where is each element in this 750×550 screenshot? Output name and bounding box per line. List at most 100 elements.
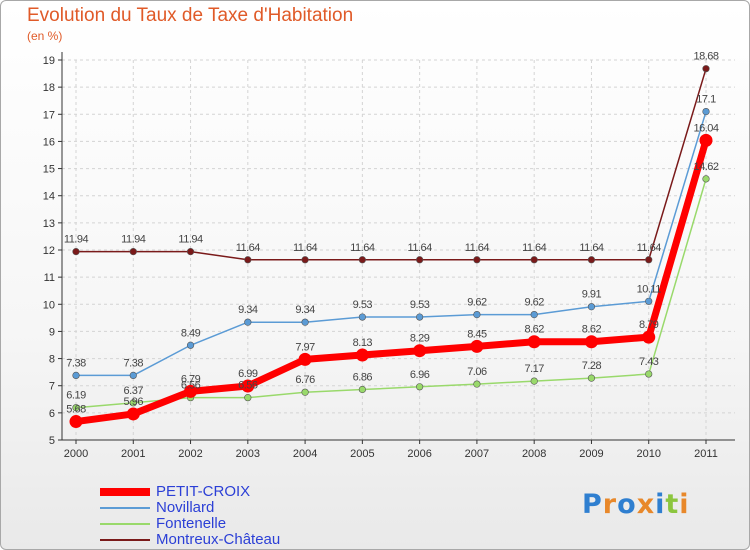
y-tick-label: 17 bbox=[43, 109, 55, 121]
data-point bbox=[584, 335, 598, 349]
data-labels: 11.94 11.94 11.94 11.64 11.64 11.64 11.64 11.64… bbox=[64, 51, 720, 416]
y-tick-label: 5 bbox=[49, 435, 55, 447]
logo-letter: P bbox=[582, 489, 603, 520]
x-tick-label: 2002 bbox=[178, 448, 202, 460]
data-point bbox=[355, 348, 369, 362]
legend-swatch bbox=[100, 507, 150, 509]
data-point bbox=[530, 311, 538, 319]
data-label: 14.62 bbox=[693, 161, 718, 173]
logo-letter: i bbox=[679, 489, 690, 520]
data-point bbox=[241, 379, 255, 393]
legend-label: Fontenelle bbox=[156, 515, 227, 532]
x-tick-label: 2009 bbox=[579, 448, 603, 460]
data-point bbox=[587, 303, 596, 311]
data-label: 9.34 bbox=[238, 304, 258, 316]
data-label: 11.64 bbox=[637, 242, 662, 254]
data-label: 6.56 bbox=[181, 380, 201, 392]
x-tick-label: 2000 bbox=[64, 448, 88, 460]
x-tick-label: 2007 bbox=[465, 448, 489, 460]
data-point bbox=[642, 330, 656, 344]
data-label: 6.79 bbox=[181, 373, 201, 385]
data-label: 11.64 bbox=[522, 242, 547, 254]
data-label: 7.97 bbox=[295, 341, 315, 353]
data-point bbox=[527, 335, 541, 349]
data-point bbox=[301, 318, 309, 326]
data-label: 9.91 bbox=[582, 289, 602, 301]
y-tick-label: 12 bbox=[43, 245, 55, 257]
data-point bbox=[358, 313, 366, 321]
y-tick-label: 13 bbox=[43, 218, 55, 230]
x-tick-label: 2001 bbox=[121, 448, 145, 460]
data-label: 8.62 bbox=[582, 324, 602, 336]
legend-label: Novillard bbox=[156, 499, 215, 516]
data-label: 8.45 bbox=[467, 328, 487, 340]
logo-letter: o bbox=[617, 489, 637, 520]
x-tick-label: 2003 bbox=[236, 448, 260, 460]
data-point bbox=[244, 394, 252, 402]
data-label: 11.94 bbox=[64, 234, 89, 246]
data-label: 7.17 bbox=[524, 363, 544, 375]
data-label: 9.34 bbox=[295, 304, 315, 316]
data-point bbox=[416, 383, 424, 391]
legend-swatch bbox=[100, 488, 150, 496]
chart-title: Evolution du Taux de Taxe d'Habitation bbox=[27, 5, 354, 26]
logo-letter: i bbox=[655, 489, 666, 520]
y-tick-label: 16 bbox=[43, 136, 55, 148]
data-point bbox=[358, 385, 366, 394]
data-point bbox=[473, 311, 481, 319]
data-point bbox=[186, 248, 195, 256]
x-tick-label: 2010 bbox=[636, 448, 660, 460]
y-tick-label: 19 bbox=[43, 55, 55, 67]
grid-lines bbox=[62, 59, 735, 440]
y-tick-label: 14 bbox=[43, 191, 55, 203]
data-label: 6.86 bbox=[353, 372, 373, 384]
data-label: 5.96 bbox=[124, 396, 144, 408]
data-point bbox=[69, 415, 83, 429]
series-line bbox=[75, 178, 707, 409]
data-point bbox=[301, 256, 309, 264]
data-label: 7.38 bbox=[66, 357, 86, 369]
data-label: 7.06 bbox=[467, 366, 487, 378]
data-label: 6.19 bbox=[66, 390, 86, 402]
data-label: 17.1 bbox=[696, 94, 716, 106]
series-line bbox=[75, 139, 710, 426]
legend-swatch bbox=[100, 523, 150, 525]
proxiti-logo: Proxiti bbox=[582, 489, 690, 520]
data-point bbox=[129, 248, 137, 256]
data-point bbox=[72, 371, 80, 380]
data-label: 8.13 bbox=[353, 337, 373, 349]
data-point bbox=[473, 380, 481, 388]
data-label: 11.64 bbox=[236, 242, 261, 254]
legend-label: PETIT-CROIX bbox=[156, 483, 251, 500]
data-label: 9.62 bbox=[524, 297, 544, 309]
data-label: 8.62 bbox=[524, 324, 544, 336]
data-point bbox=[702, 107, 710, 116]
data-point bbox=[244, 256, 252, 264]
data-label: 11.64 bbox=[408, 242, 433, 254]
data-label: 6.56 bbox=[238, 380, 258, 392]
data-label: 11.64 bbox=[579, 242, 604, 254]
y-tick-label: 8 bbox=[49, 354, 55, 366]
data-point bbox=[645, 370, 653, 378]
data-label: 6.37 bbox=[124, 385, 144, 397]
logo-letter: r bbox=[602, 489, 618, 520]
data-point bbox=[699, 133, 713, 147]
data-label: 10.11 bbox=[637, 283, 662, 295]
series-line bbox=[76, 68, 707, 261]
data-label: 11.64 bbox=[293, 242, 318, 254]
y-tick-label: 9 bbox=[49, 326, 55, 338]
data-label: 8.49 bbox=[181, 327, 201, 339]
series-line bbox=[76, 111, 707, 377]
data-point bbox=[129, 399, 137, 407]
data-label: 7.38 bbox=[124, 357, 144, 369]
data-point bbox=[530, 377, 538, 385]
logo-letter: x bbox=[636, 489, 656, 520]
data-point bbox=[530, 256, 538, 264]
data-label: 9.53 bbox=[353, 299, 373, 311]
data-point bbox=[244, 318, 252, 326]
data-label: 6.96 bbox=[410, 369, 430, 381]
data-label: 11.94 bbox=[178, 234, 203, 246]
legend-item: Montreux-Château bbox=[100, 531, 360, 548]
data-point bbox=[301, 388, 309, 396]
